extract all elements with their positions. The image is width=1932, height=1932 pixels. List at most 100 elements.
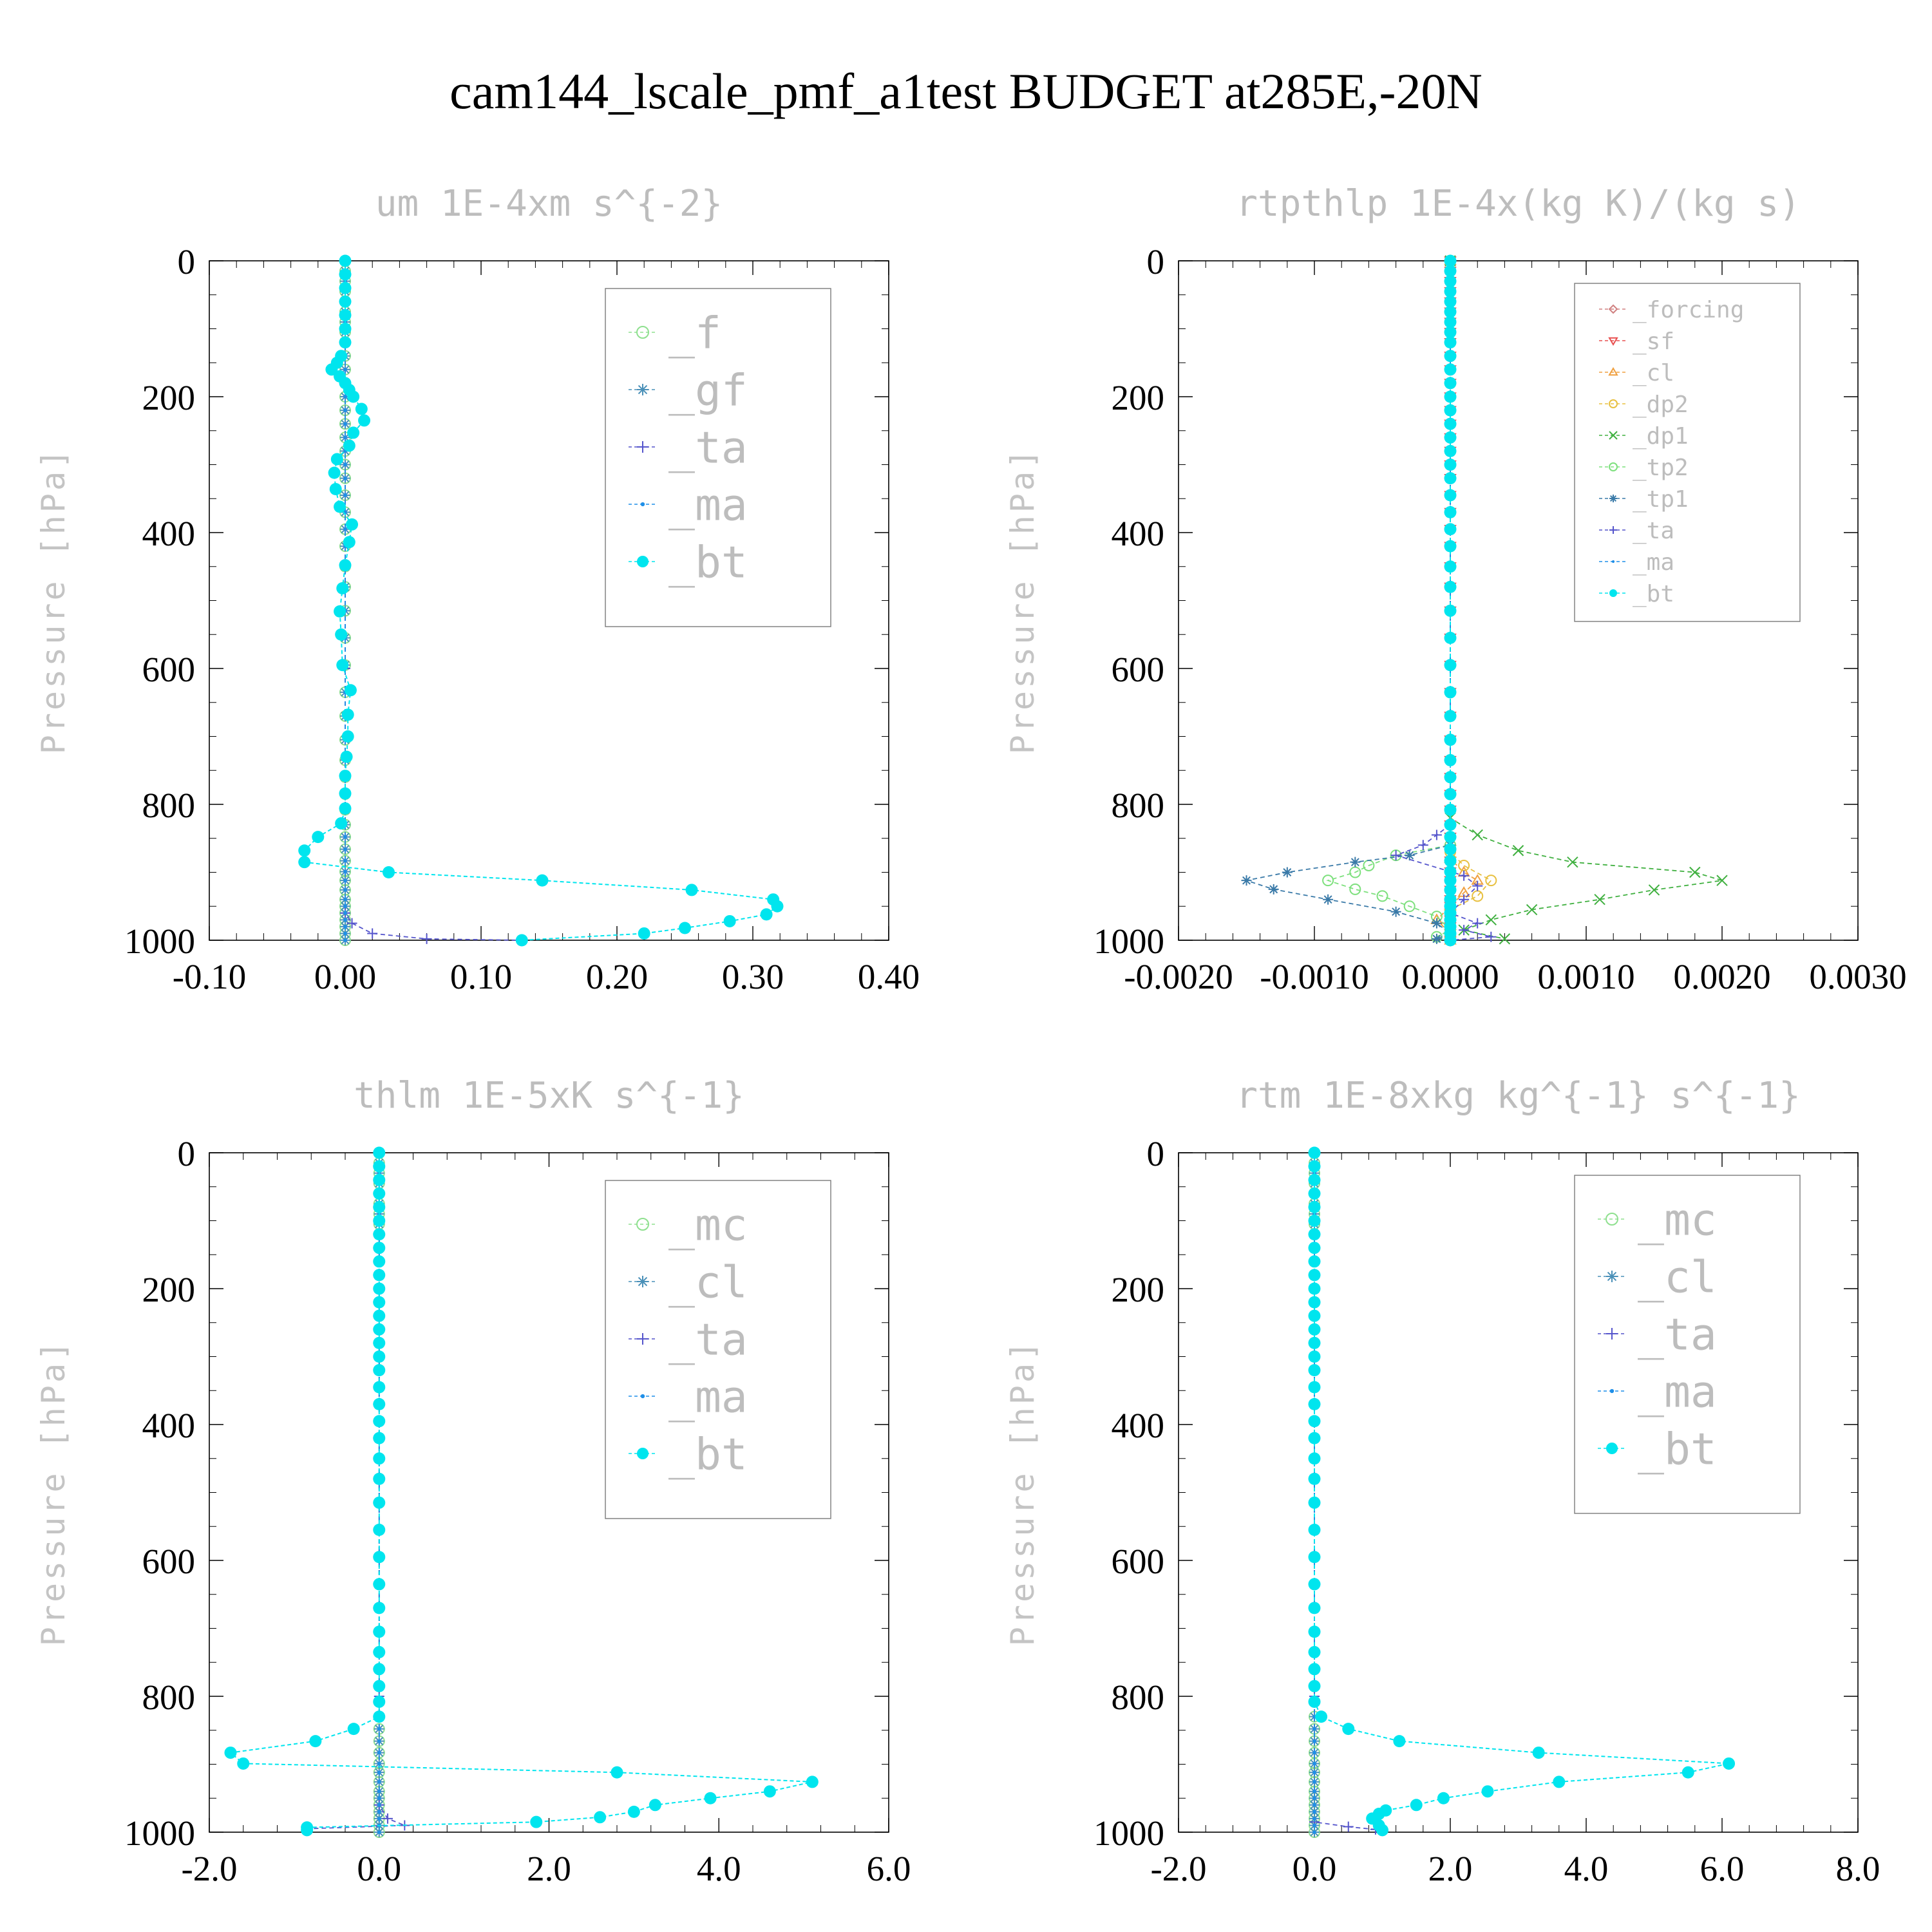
data-point xyxy=(1312,1817,1316,1821)
data-point xyxy=(373,1415,386,1428)
data-point xyxy=(343,527,347,531)
data-point xyxy=(377,1789,381,1794)
plot-frame xyxy=(209,260,889,941)
series-tp2 xyxy=(1322,255,1456,943)
data-point xyxy=(298,844,311,857)
data-point xyxy=(1312,1780,1316,1784)
data-point xyxy=(1308,1242,1321,1255)
data-point xyxy=(1716,875,1728,886)
data-point xyxy=(1648,884,1660,896)
legend-marker xyxy=(640,1394,645,1399)
data-point xyxy=(1308,1602,1321,1615)
series-dp1 xyxy=(1444,255,1728,945)
legend-marker xyxy=(637,1276,649,1287)
legend-marker xyxy=(1606,1271,1618,1282)
panel-4: rtm 1E-8xkg kg^{-1} s^{-1} Pressure [hPa]… xyxy=(1004,1075,1880,1888)
data-point xyxy=(1689,866,1701,878)
data-point xyxy=(340,750,353,763)
data-point xyxy=(1312,1789,1316,1794)
data-point xyxy=(1431,933,1442,944)
data-point xyxy=(343,858,347,863)
data-point xyxy=(367,928,378,939)
data-point xyxy=(343,918,347,922)
data-point xyxy=(346,518,359,531)
data-point xyxy=(1312,1750,1316,1755)
data-point xyxy=(1308,1625,1321,1638)
x-tick-label: 0.0 xyxy=(1293,1849,1337,1888)
y-tick-label: 400 xyxy=(1112,1406,1165,1445)
data-point xyxy=(1485,875,1497,887)
data-point xyxy=(373,1323,386,1336)
data-point xyxy=(335,817,348,830)
data-point xyxy=(1390,850,1401,861)
legend-marker xyxy=(1611,560,1615,564)
data-point xyxy=(383,866,395,878)
x-tick-label: 0.00 xyxy=(314,957,376,996)
legend-marker xyxy=(1609,526,1617,534)
data-point xyxy=(341,708,354,721)
data-point xyxy=(341,730,354,743)
data-point xyxy=(1481,1785,1494,1798)
legend-box xyxy=(605,288,831,627)
data-point xyxy=(806,1776,819,1788)
series-line xyxy=(345,261,522,941)
data-point xyxy=(1594,893,1605,905)
y-tick-label: 1000 xyxy=(1094,1814,1164,1853)
data-point xyxy=(1444,580,1457,593)
legend-label: _sf xyxy=(1633,328,1674,355)
data-point xyxy=(373,1350,386,1363)
data-point xyxy=(1308,1695,1321,1708)
legend-label: _cl xyxy=(1638,1252,1717,1303)
data-point xyxy=(1308,1296,1321,1309)
legend-marker xyxy=(637,1333,649,1345)
data-point xyxy=(1308,1578,1321,1591)
data-point xyxy=(373,1187,386,1200)
data-point xyxy=(373,1432,386,1444)
data-point xyxy=(1308,1663,1321,1676)
data-point xyxy=(1343,1821,1354,1832)
data-point xyxy=(421,933,432,944)
data-point xyxy=(373,1452,386,1465)
data-point xyxy=(1553,1776,1566,1788)
data-point xyxy=(373,1524,386,1537)
data-point xyxy=(1472,890,1484,902)
data-point xyxy=(336,659,349,672)
data-point xyxy=(1312,1823,1316,1828)
data-point xyxy=(1308,1228,1321,1241)
legend: _forcing _sf _cl _dp2 _dp1 _tp2 _tp1 _ta _ma _bt xyxy=(1574,283,1801,622)
x-tick-label: 0.30 xyxy=(722,957,784,996)
data-point xyxy=(1444,803,1457,816)
legend-label: _bt xyxy=(1638,1424,1717,1475)
data-point xyxy=(373,1602,386,1615)
data-point xyxy=(328,466,341,479)
plot-frame xyxy=(1178,260,1859,941)
data-point xyxy=(377,1817,381,1821)
x-tick-label: 0.20 xyxy=(586,957,648,996)
legend-label: _cl xyxy=(668,1257,748,1308)
data-point xyxy=(515,934,528,947)
y-tick-label: 200 xyxy=(142,378,196,417)
data-point xyxy=(1444,431,1457,444)
x-tick-label: -2.0 xyxy=(1150,1849,1206,1888)
legend-label: _dp1 xyxy=(1633,423,1689,450)
legend-marker xyxy=(636,1218,649,1231)
legend-marker xyxy=(1609,399,1618,408)
data-point xyxy=(343,878,347,882)
data-point xyxy=(1444,506,1457,518)
data-point xyxy=(1342,1723,1355,1736)
legend: _mc _cl _ta _ma _bt xyxy=(1574,1175,1801,1514)
data-point xyxy=(1444,444,1457,457)
data-point xyxy=(1312,1810,1316,1814)
legend-marker xyxy=(1606,1443,1618,1454)
data-point xyxy=(1308,1309,1321,1322)
data-point xyxy=(1308,1432,1321,1444)
data-point xyxy=(347,1723,360,1736)
series-bt xyxy=(298,254,784,947)
data-point xyxy=(1444,788,1457,800)
x-tick-label: 0.0020 xyxy=(1673,957,1770,996)
data-point xyxy=(1308,1200,1321,1213)
y-tick-label: 1000 xyxy=(124,1814,195,1853)
data-point xyxy=(1444,275,1457,288)
data-point xyxy=(1308,1680,1321,1692)
